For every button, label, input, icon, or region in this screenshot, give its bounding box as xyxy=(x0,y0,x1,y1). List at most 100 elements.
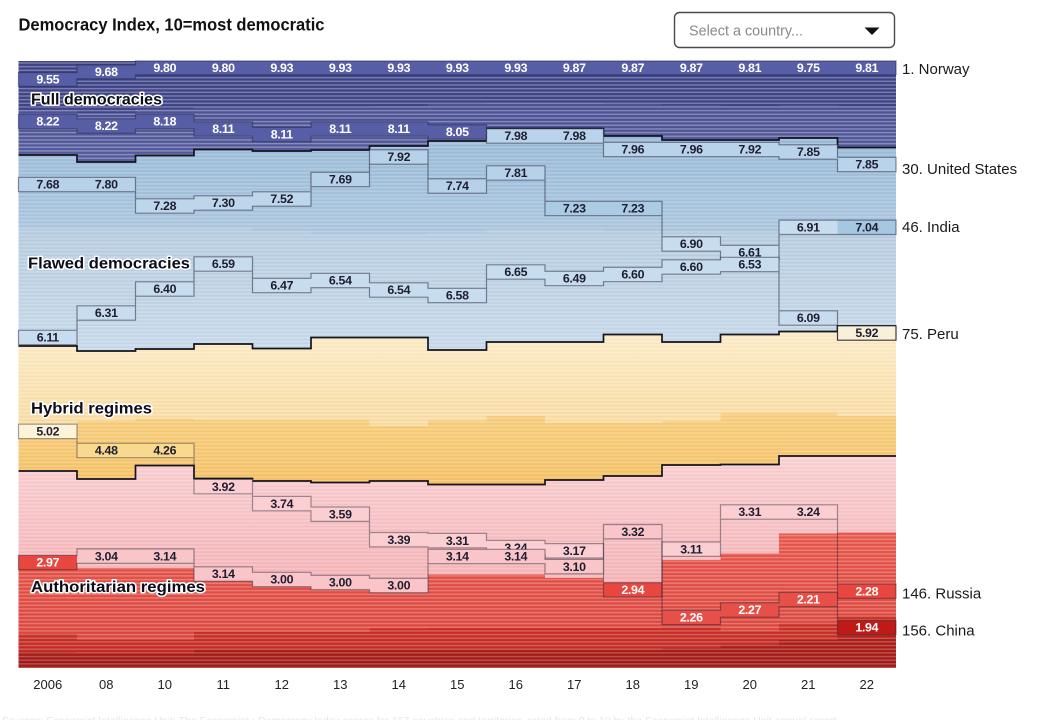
svg-text:2.21: 2.21 xyxy=(797,593,820,607)
svg-text:7.68: 7.68 xyxy=(36,178,59,192)
svg-text:8.05: 8.05 xyxy=(446,125,469,139)
svg-text:18: 18 xyxy=(626,677,640,692)
svg-text:6.09: 6.09 xyxy=(797,311,820,325)
svg-text:9.55: 9.55 xyxy=(36,73,59,87)
svg-text:Flawed democracies: Flawed democracies xyxy=(28,256,190,273)
svg-text:3.32: 3.32 xyxy=(621,525,644,539)
svg-text:3.17: 3.17 xyxy=(563,544,586,558)
svg-text:3.10: 3.10 xyxy=(563,560,586,574)
svg-text:3.31: 3.31 xyxy=(446,534,469,548)
svg-text:3.00: 3.00 xyxy=(329,576,352,590)
svg-text:6.40: 6.40 xyxy=(153,282,176,296)
svg-text:10: 10 xyxy=(158,677,172,692)
svg-text:4.26: 4.26 xyxy=(153,444,176,458)
svg-text:2.28: 2.28 xyxy=(855,584,878,598)
svg-text:Sources: Economist Intelligenc: Sources: Economist Intelligence Unit; Th… xyxy=(2,715,837,720)
svg-text:Select a country...: Select a country... xyxy=(689,23,803,40)
svg-text:6.91: 6.91 xyxy=(797,221,820,235)
svg-text:9.75: 9.75 xyxy=(797,61,820,75)
svg-text:3.00: 3.00 xyxy=(387,579,410,593)
svg-text:7.98: 7.98 xyxy=(563,129,586,143)
svg-text:8.22: 8.22 xyxy=(36,115,59,129)
svg-text:6.31: 6.31 xyxy=(95,306,118,320)
svg-text:46. India: 46. India xyxy=(902,219,960,236)
svg-text:6.58: 6.58 xyxy=(446,289,469,303)
svg-text:3.31: 3.31 xyxy=(738,505,761,519)
svg-text:7.98: 7.98 xyxy=(504,129,527,143)
svg-text:8.22: 8.22 xyxy=(95,119,118,133)
svg-text:30. United States: 30. United States xyxy=(902,161,1017,178)
svg-text:156. China: 156. China xyxy=(902,623,975,640)
svg-text:1. Norway: 1. Norway xyxy=(902,61,970,78)
svg-text:3.92: 3.92 xyxy=(212,480,235,494)
svg-text:7.23: 7.23 xyxy=(563,202,586,216)
svg-text:9.80: 9.80 xyxy=(212,61,235,75)
svg-text:7.04: 7.04 xyxy=(855,221,878,235)
svg-text:7.92: 7.92 xyxy=(387,150,410,164)
svg-text:20: 20 xyxy=(743,677,757,692)
svg-text:9.81: 9.81 xyxy=(738,61,761,75)
svg-text:9.81: 9.81 xyxy=(855,61,878,75)
svg-text:2.26: 2.26 xyxy=(680,611,703,625)
svg-text:Authoritarian regimes: Authoritarian regimes xyxy=(31,579,205,596)
svg-text:3.14: 3.14 xyxy=(212,567,235,581)
svg-text:2006: 2006 xyxy=(33,677,62,692)
svg-text:9.68: 9.68 xyxy=(95,65,118,79)
svg-text:21: 21 xyxy=(801,677,815,692)
svg-text:3.39: 3.39 xyxy=(387,533,410,547)
svg-text:6.47: 6.47 xyxy=(270,279,293,293)
svg-text:3.11: 3.11 xyxy=(680,542,702,556)
svg-text:7.80: 7.80 xyxy=(95,178,118,192)
svg-text:6.11: 6.11 xyxy=(37,331,59,345)
svg-text:12: 12 xyxy=(275,677,289,692)
svg-text:Full democracies: Full democracies xyxy=(31,92,162,109)
svg-text:11: 11 xyxy=(217,677,231,692)
svg-text:7.96: 7.96 xyxy=(680,143,703,157)
svg-text:9.93: 9.93 xyxy=(329,61,352,75)
svg-text:6.49: 6.49 xyxy=(563,272,586,286)
svg-text:3.14: 3.14 xyxy=(446,550,469,564)
svg-text:2.94: 2.94 xyxy=(621,583,644,597)
svg-text:Hybrid regimes: Hybrid regimes xyxy=(31,401,152,418)
svg-text:6.54: 6.54 xyxy=(387,283,410,297)
svg-text:6.53: 6.53 xyxy=(738,258,761,272)
svg-text:9.93: 9.93 xyxy=(504,61,527,75)
svg-text:9.87: 9.87 xyxy=(621,61,644,75)
svg-text:7.81: 7.81 xyxy=(504,166,527,180)
svg-text:7.85: 7.85 xyxy=(797,145,820,159)
svg-text:8.11: 8.11 xyxy=(388,122,410,136)
svg-text:16: 16 xyxy=(509,677,523,692)
svg-text:8.11: 8.11 xyxy=(329,122,351,136)
svg-text:3.00: 3.00 xyxy=(270,573,293,587)
svg-text:3.04: 3.04 xyxy=(95,549,118,563)
svg-text:7.92: 7.92 xyxy=(738,143,761,157)
svg-text:3.14: 3.14 xyxy=(153,549,176,563)
svg-text:6.60: 6.60 xyxy=(621,268,644,282)
svg-text:6.65: 6.65 xyxy=(504,265,527,279)
svg-text:7.74: 7.74 xyxy=(446,179,469,193)
svg-text:7.23: 7.23 xyxy=(621,202,644,216)
svg-text:6.90: 6.90 xyxy=(680,237,703,251)
svg-text:8.11: 8.11 xyxy=(212,122,234,136)
svg-text:5.92: 5.92 xyxy=(855,326,878,340)
svg-text:1.94: 1.94 xyxy=(855,621,878,635)
svg-text:4.48: 4.48 xyxy=(95,444,118,458)
svg-text:7.52: 7.52 xyxy=(270,192,293,206)
svg-text:9.93: 9.93 xyxy=(387,61,410,75)
svg-text:9.93: 9.93 xyxy=(270,61,293,75)
svg-text:7.85: 7.85 xyxy=(855,158,878,172)
svg-text:9.87: 9.87 xyxy=(680,61,703,75)
svg-text:8.18: 8.18 xyxy=(153,115,176,129)
svg-text:3.24: 3.24 xyxy=(797,505,820,519)
svg-text:2.27: 2.27 xyxy=(738,603,761,617)
svg-text:8.11: 8.11 xyxy=(271,128,293,142)
svg-text:7.69: 7.69 xyxy=(329,173,352,187)
svg-text:75. Peru: 75. Peru xyxy=(902,326,959,343)
svg-text:Democracy Index, 10=most democ: Democracy Index, 10=most democratic xyxy=(19,15,325,35)
svg-text:5.02: 5.02 xyxy=(36,425,59,439)
svg-text:6.54: 6.54 xyxy=(329,274,352,288)
svg-text:15: 15 xyxy=(450,677,464,692)
svg-text:7.96: 7.96 xyxy=(621,143,644,157)
svg-text:6.59: 6.59 xyxy=(212,257,235,271)
svg-text:7.30: 7.30 xyxy=(212,196,235,210)
